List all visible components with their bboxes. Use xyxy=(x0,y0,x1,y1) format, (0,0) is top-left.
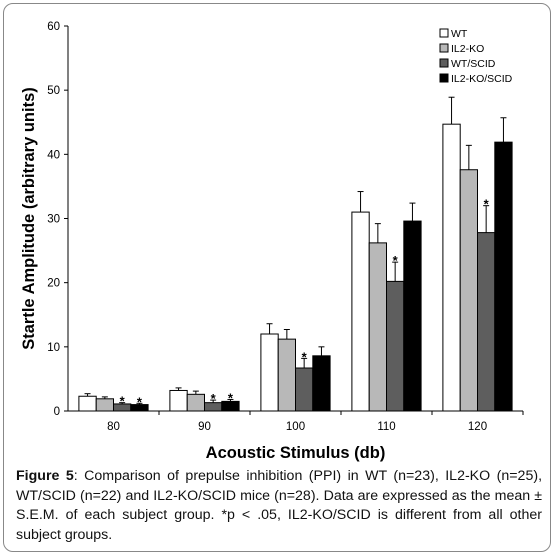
significance-star: * xyxy=(484,197,490,212)
y-tick-label: 30 xyxy=(47,214,60,226)
x-tick-label: 100 xyxy=(286,421,305,433)
caption-label: Figure 5 xyxy=(16,468,74,484)
figure-caption: Figure 5: Comparison of prepulse inhibit… xyxy=(16,467,542,545)
y-tick-label: 10 xyxy=(47,342,60,354)
y-tick-label: 50 xyxy=(47,85,60,97)
bar-chart: 0 10 20 30 40 50 60 80 90 100 110 120 * * * * * * * Acousti… xyxy=(20,21,524,462)
bar-wt xyxy=(78,395,97,412)
significance-star: * xyxy=(302,349,308,364)
bar-wt xyxy=(260,333,279,412)
bar-il2-ko xyxy=(277,338,297,412)
x-tick-label: 80 xyxy=(107,421,120,433)
legend-label: WT xyxy=(451,28,468,40)
bar-wt xyxy=(169,389,188,412)
y-tick-label: 40 xyxy=(47,149,60,161)
legend-swatch xyxy=(439,43,449,53)
legend-label: IL2-KO xyxy=(451,43,484,55)
significance-star: * xyxy=(228,390,234,405)
y-tick-label: 0 xyxy=(54,406,60,418)
x-tick-label: 120 xyxy=(468,421,487,433)
bar-il2-ko-scid xyxy=(312,355,331,412)
figure-frame xyxy=(3,3,551,552)
legend-label: WT/SCID xyxy=(451,58,496,70)
legend-swatch xyxy=(439,73,449,83)
bar-il2-ko xyxy=(186,393,205,412)
legend-swatch xyxy=(439,58,449,68)
significance-star: * xyxy=(393,253,399,268)
bar-wt-scid xyxy=(477,232,496,412)
bar-wt-scid xyxy=(386,280,405,412)
bar-wt-scid xyxy=(295,367,314,412)
y-axis-label: Startle Amplitude (arbitrary units) xyxy=(20,87,38,350)
significance-star: * xyxy=(211,391,217,406)
significance-star: * xyxy=(120,394,126,409)
bar-il2-ko xyxy=(95,398,114,412)
caption-text: : Comparison of prepulse inhibition (PPI… xyxy=(16,468,543,543)
bar-wt xyxy=(351,211,370,412)
y-tick-label: 60 xyxy=(47,21,60,33)
y-tick-label: 20 xyxy=(47,278,60,290)
significance-star: * xyxy=(137,394,143,409)
bar-il2-ko-scid xyxy=(494,141,513,412)
legend-swatch xyxy=(439,28,449,38)
bar-il2-ko xyxy=(459,169,479,412)
bar-il2-ko xyxy=(368,242,388,412)
bar-il2-ko-scid xyxy=(403,220,422,412)
x-axis-label: Acoustic Stimulus (db) xyxy=(206,444,386,462)
legend-label: IL2-KO/SCID xyxy=(451,73,513,85)
x-tick-label: 110 xyxy=(377,421,395,433)
bar-wt xyxy=(442,123,461,412)
x-tick-label: 90 xyxy=(198,421,211,433)
